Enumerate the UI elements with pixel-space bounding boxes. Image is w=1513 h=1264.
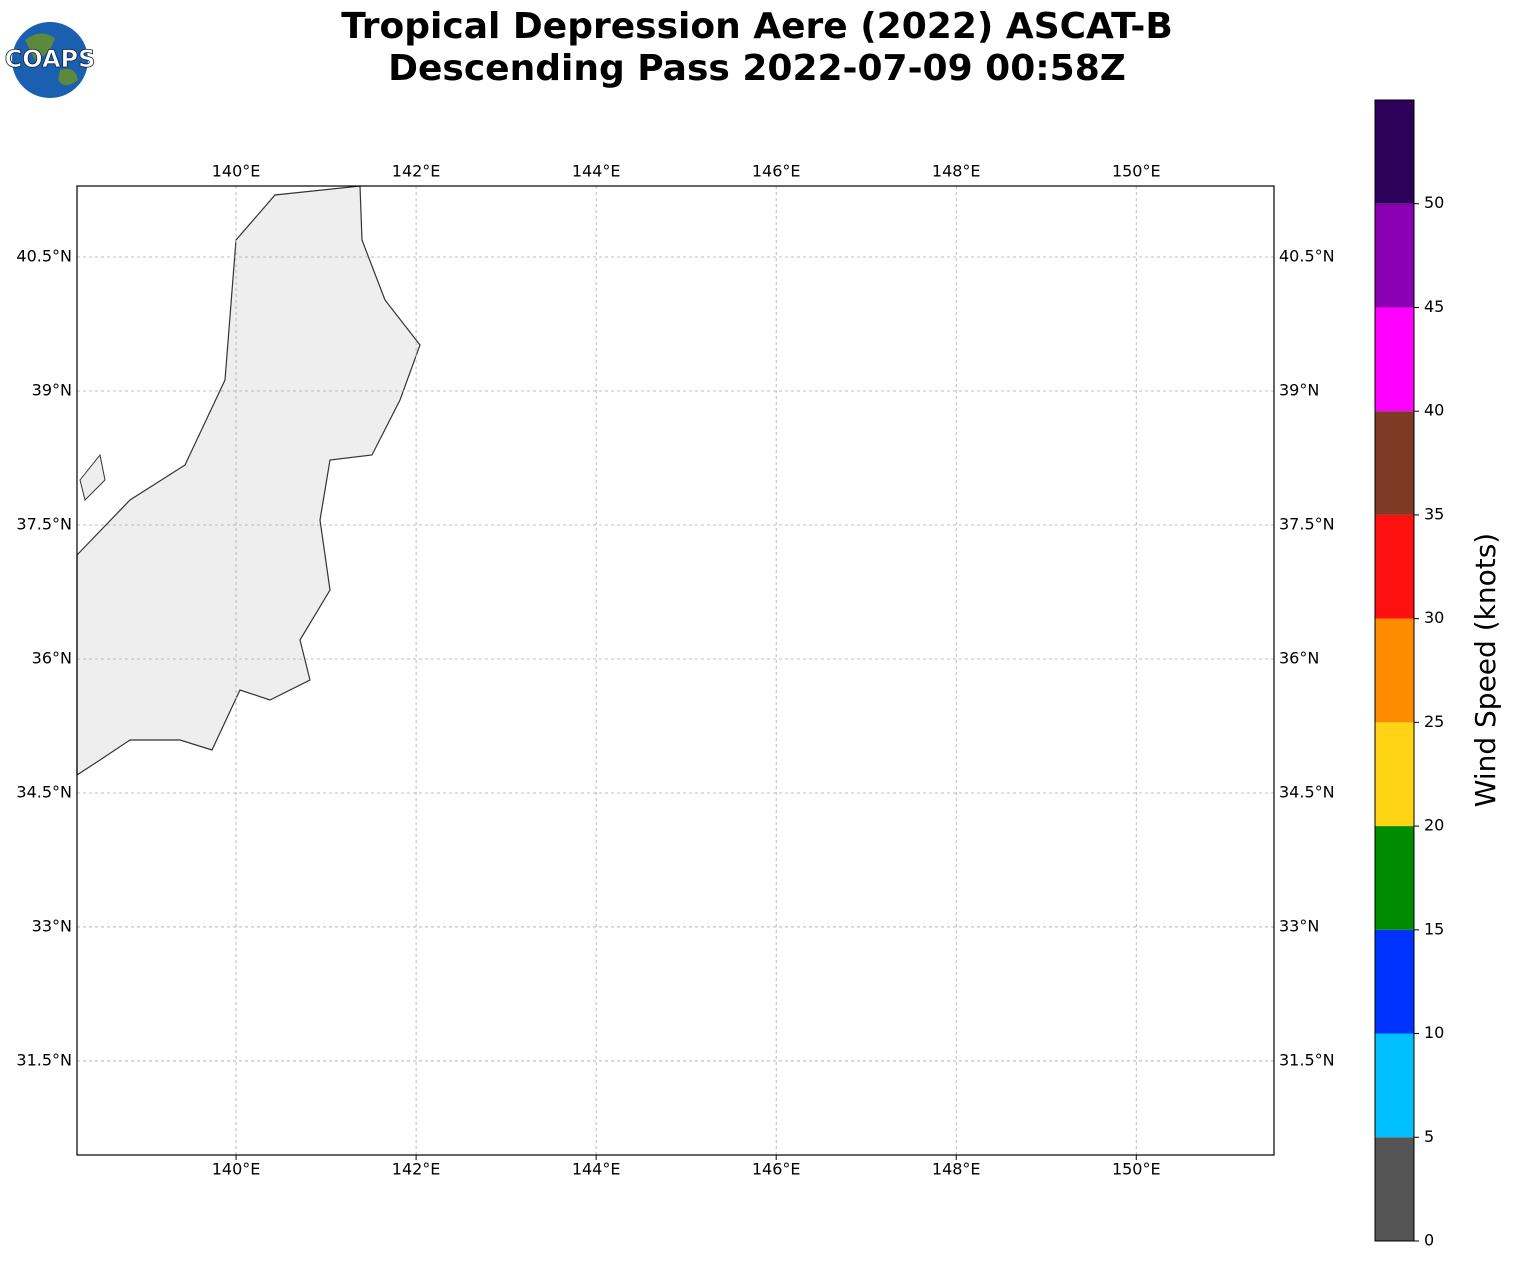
y-tick-label: 34.5°N [1279, 782, 1335, 801]
y-tick-label: 40.5°N [16, 247, 72, 266]
x-tick-label: 150°E [1112, 1160, 1161, 1179]
y-tick-label: 33°N [1279, 916, 1319, 935]
logo-text: COAPS [5, 45, 96, 73]
colorbar-bin [1375, 929, 1414, 1034]
x-tick-label: 144°E [572, 162, 621, 181]
colorbar-bin [1375, 100, 1414, 204]
colorbar-bin [1375, 307, 1414, 412]
y-tick-label: 39°N [32, 381, 72, 400]
colorbar-bin [1375, 618, 1414, 723]
x-tick-label: 146°E [752, 162, 801, 181]
colorbar-tick-label: 25 [1424, 712, 1444, 731]
colorbar-tick-label: 10 [1424, 1023, 1444, 1042]
colorbar-bin [1375, 514, 1414, 619]
y-tick-label: 31.5°N [16, 1050, 72, 1069]
x-tick-label: 146°E [752, 1160, 801, 1179]
logo-land [25, 33, 78, 85]
y-tick-label: 31.5°N [1279, 1050, 1335, 1069]
y-tick-label: 37.5°N [1279, 514, 1335, 533]
map-area [76, 185, 1275, 1156]
colorbar-tick-label: 5 [1424, 1127, 1434, 1146]
colorbar-bin [1375, 1033, 1414, 1138]
colorbar-bin [1375, 203, 1414, 308]
y-tick-label: 40.5°N [1279, 247, 1335, 266]
y-tick-label: 36°N [32, 648, 72, 667]
map-frame [76, 185, 1275, 1156]
colorbar-tick-label: 30 [1424, 608, 1444, 627]
y-tick-label: 34.5°N [16, 782, 72, 801]
colorbar-tick-label: 0 [1424, 1231, 1434, 1250]
y-tick-label: 33°N [32, 916, 72, 935]
colorbar-label: Wind Speed (knots) [1469, 533, 1502, 807]
colorbar-bin [1375, 826, 1414, 930]
colorbar-bin [1375, 722, 1414, 827]
x-tick-label: 148°E [932, 162, 981, 181]
colorbar-frame [1374, 99, 1415, 1242]
island [79, 453, 106, 501]
title: Tropical Depression Aere (2022) ASCAT-B [341, 6, 1173, 47]
y-tick-label: 39°N [1279, 381, 1319, 400]
y-tick-label: 37.5°N [16, 514, 72, 533]
x-tick-label: 148°E [932, 1160, 981, 1179]
colorbar-bin [1375, 1137, 1414, 1241]
colorbar-tick-label: 15 [1424, 919, 1444, 938]
subtitle: Descending Pass 2022-07-09 00:58Z [388, 48, 1126, 89]
colorbar-tick-label: 50 [1424, 193, 1444, 212]
x-tick-label: 142°E [392, 1160, 441, 1179]
x-tick-label: 142°E [392, 162, 441, 181]
gridlines [77, 186, 1274, 1155]
colorbar-tick-label: 40 [1424, 401, 1444, 420]
y-tick-label: 36°N [1279, 648, 1319, 667]
x-tick-label: 140°E [212, 1160, 261, 1179]
colorbar-tick-label: 45 [1424, 297, 1444, 316]
colorbar-tick-label: 20 [1424, 816, 1444, 835]
colorbar-tick-label: 35 [1424, 504, 1444, 523]
colorbar-bin [1375, 411, 1414, 515]
x-tick-label: 144°E [572, 1160, 621, 1179]
x-tick-label: 150°E [1112, 162, 1161, 181]
x-tick-label: 140°E [212, 162, 261, 181]
